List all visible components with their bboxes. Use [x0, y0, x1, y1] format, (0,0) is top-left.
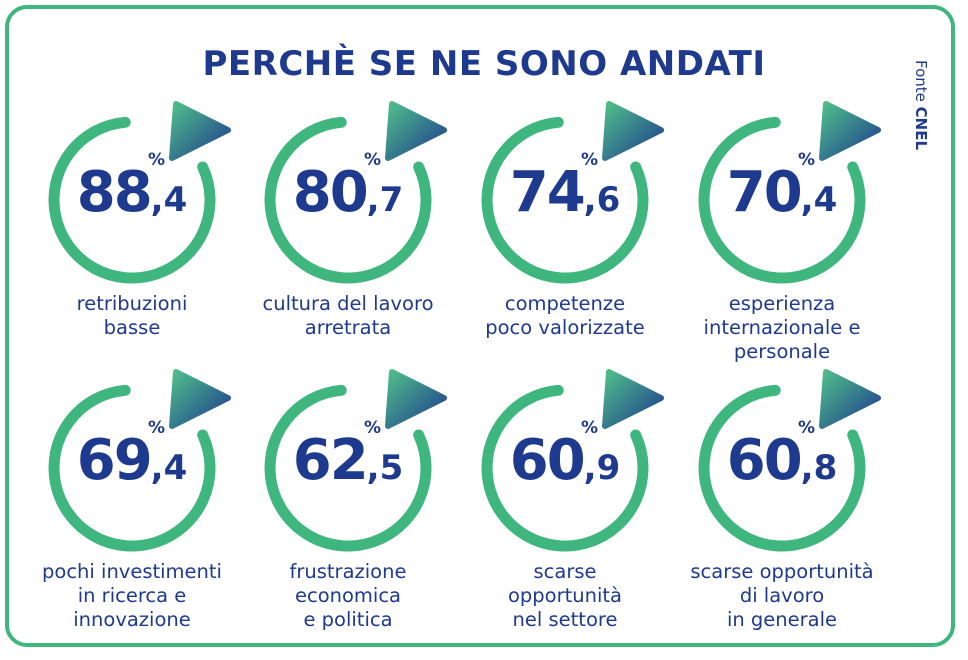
- stat-label-line: competenze: [504, 292, 626, 315]
- percent-sign: %: [148, 418, 166, 438]
- source-name: CNEL: [912, 106, 930, 151]
- arrow-head-icon: [385, 369, 447, 429]
- progress-ring: [481, 384, 649, 552]
- stat-label: scarse opportunità di lavoro in generale: [664, 560, 900, 632]
- percent-sign: %: [581, 150, 599, 170]
- stat-label-line: in generale: [726, 608, 838, 631]
- stat-label: retribuzioni basse: [14, 292, 250, 340]
- stat-label-line: poco valorizzate: [485, 316, 645, 339]
- stat-tile: 74,6% competenze poco valorizzate: [457, 100, 673, 370]
- stat-label: competenze poco valorizzate: [447, 292, 683, 340]
- stat-value: 69,4: [24, 428, 240, 493]
- percent-sign: %: [581, 418, 599, 438]
- stat-label-line: retribuzioni: [76, 292, 188, 315]
- percent-sign: %: [798, 418, 816, 438]
- arrow-head-icon: [819, 369, 881, 429]
- stat-tile: 70,4% esperienza internazionale e personale: [674, 100, 890, 370]
- stat-value: 60,9: [457, 428, 673, 493]
- arrow-head-icon: [602, 369, 664, 429]
- stat-label-line: internazionale e: [703, 316, 861, 339]
- arrow-head-icon: [819, 101, 881, 161]
- progress-ring: [698, 116, 866, 284]
- stat-integer: 60: [509, 428, 586, 493]
- percent-sign: %: [364, 150, 382, 170]
- percent-sign: %: [798, 150, 816, 170]
- stat-integer: 70: [726, 160, 803, 225]
- source-note: Fonte CNEL: [912, 60, 930, 150]
- stat-label-line: e politica: [303, 608, 393, 631]
- stat-label-line: personale: [733, 340, 831, 363]
- stat-ring-graphic: [48, 101, 231, 284]
- stat-label-line: in ricerca e: [77, 584, 187, 607]
- stat-tile: 69,4% pochi investimenti in ricerca e innov…: [24, 368, 240, 638]
- arrow-head-icon: [602, 101, 664, 161]
- stat-value: 60,8: [674, 428, 890, 493]
- stat-decimal: ,6: [583, 180, 621, 220]
- stat-decimal: ,7: [366, 180, 404, 220]
- stat-label-line: cultura del lavoro: [262, 292, 434, 315]
- percent-sign: %: [148, 150, 166, 170]
- stat-label-line: arretrata: [304, 316, 392, 339]
- stat-decimal: ,4: [150, 180, 188, 220]
- page-title: PERCHÈ SE NE SONO ANDATI: [202, 44, 766, 84]
- stat-label-line: scarse opportunità: [690, 560, 874, 583]
- stat-integer: 74: [509, 160, 586, 225]
- stat-tile: 60,9% scarse opportunità nel settore: [457, 368, 673, 638]
- stat-ring-graphic: [481, 101, 664, 284]
- stat-value: 62,5: [240, 428, 456, 493]
- progress-ring: [698, 384, 866, 552]
- progress-ring: [264, 384, 432, 552]
- stat-ring-graphic: [264, 101, 447, 284]
- percent-sign: %: [364, 418, 382, 438]
- stat-integer: 69: [76, 428, 153, 493]
- stat-label-line: scarse: [533, 560, 597, 583]
- stat-value: 80,7: [240, 160, 456, 225]
- progress-ring: [48, 384, 216, 552]
- stat-decimal: ,8: [800, 448, 838, 488]
- stat-tile: 80,7% cultura del lavoro arretrata: [240, 100, 456, 370]
- stat-label: pochi investimenti in ricerca e innovazion…: [14, 560, 250, 632]
- arrow-head-icon: [385, 101, 447, 161]
- stat-label-line: pochi investimenti: [42, 560, 222, 583]
- stat-decimal: ,4: [800, 180, 838, 220]
- stat-label: esperienza internazionale e personale: [664, 292, 900, 364]
- stat-ring-graphic: [264, 369, 447, 552]
- stat-decimal: ,9: [583, 448, 621, 488]
- stat-label-line: opportunità: [507, 584, 622, 607]
- stat-label-line: esperienza: [728, 292, 836, 315]
- stat-label: frustrazione economica e politica: [230, 560, 466, 632]
- progress-ring: [481, 116, 649, 284]
- stat-label-line: nel settore: [512, 608, 618, 631]
- stat-tile: 88,4% retribuzioni basse: [24, 100, 240, 370]
- stat-label-line: economica: [294, 584, 402, 607]
- stat-label-line: basse: [103, 316, 161, 339]
- stat-integer: 60: [726, 428, 803, 493]
- stat-label: cultura del lavoro arretrata: [230, 292, 466, 340]
- stat-tile: 60,8% scarse opportunità di lavoro in gener…: [674, 368, 890, 638]
- stat-decimal: ,4: [150, 448, 188, 488]
- stat-label-line: innovazione: [73, 608, 191, 631]
- stat-integer: 88: [76, 160, 153, 225]
- stat-decimal: ,5: [366, 448, 404, 488]
- stat-ring-graphic: [48, 369, 231, 552]
- stat-ring-graphic: [698, 101, 881, 284]
- stat-label: scarse opportunità nel settore: [447, 560, 683, 632]
- arrow-head-icon: [169, 369, 231, 429]
- stat-label-line: di lavoro: [739, 584, 825, 607]
- stat-integer: 80: [292, 160, 369, 225]
- stat-tile: 62,5% frustrazione economica e politica: [240, 368, 456, 638]
- arrow-head-icon: [169, 101, 231, 161]
- progress-ring: [48, 116, 216, 284]
- stat-value: 88,4: [24, 160, 240, 225]
- stat-integer: 62: [292, 428, 369, 493]
- stat-value: 74,6: [457, 160, 673, 225]
- stat-ring-graphic: [481, 369, 664, 552]
- stat-value: 70,4: [674, 160, 890, 225]
- source-prefix: Fonte: [912, 60, 930, 102]
- stat-ring-graphic: [698, 369, 881, 552]
- progress-ring: [264, 116, 432, 284]
- stat-label-line: frustrazione: [289, 560, 407, 583]
